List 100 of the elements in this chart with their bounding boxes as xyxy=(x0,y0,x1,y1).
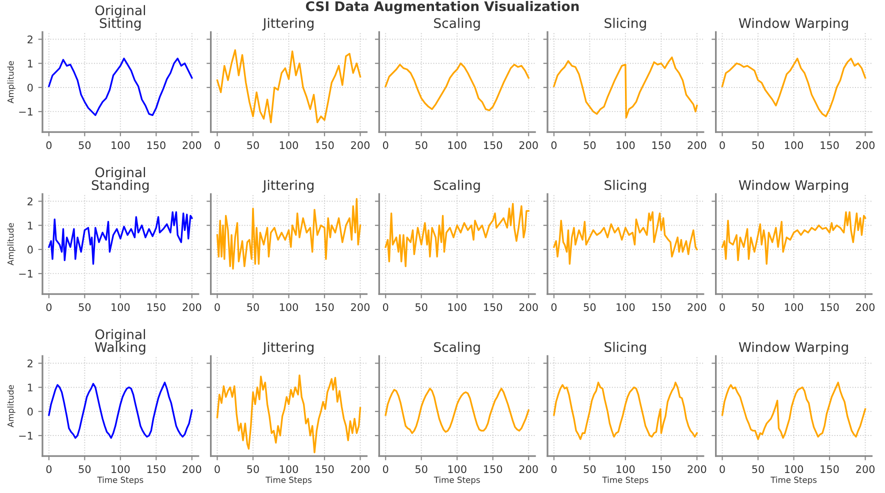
chart-title: Jittering xyxy=(262,180,314,193)
y-tick-label: 1 xyxy=(28,60,32,68)
chart-title: Scaling xyxy=(434,18,480,31)
x-tick-label: 200 xyxy=(519,141,538,150)
x-tick-label: 150 xyxy=(147,465,166,474)
chart-title: Slicing xyxy=(604,180,646,193)
y-tick-label: −1 xyxy=(19,108,32,116)
x-tick-label: 200 xyxy=(182,303,202,312)
x-tick-label: 0 xyxy=(214,141,220,150)
chart-title: Window Warping xyxy=(738,180,848,193)
chart-title: Original Walking xyxy=(94,329,146,355)
x-tick-label: 150 xyxy=(820,141,839,150)
x-tick-label: 50 xyxy=(584,303,596,312)
x-tick-label: 0 xyxy=(382,303,388,312)
y-tick-label: 0 xyxy=(28,408,33,416)
x-tick-label: 200 xyxy=(688,303,706,312)
x-tick-label: 0 xyxy=(382,465,388,474)
x-tick-label: 200 xyxy=(856,303,875,312)
line-series xyxy=(48,58,193,116)
x-tick-label: 100 xyxy=(616,303,635,312)
x-tick-label: 0 xyxy=(551,141,557,150)
chart-title: Original Standing xyxy=(92,167,149,193)
chart-title: Slicing xyxy=(604,18,646,31)
x-tick-label: 100 xyxy=(448,465,466,474)
x-tick-label: 50 xyxy=(78,465,91,474)
x-tick-label: 200 xyxy=(688,141,706,150)
chart-title: Original Sitting xyxy=(95,5,145,31)
y-axis-title: Amplitude xyxy=(7,61,16,104)
x-tick-label: 150 xyxy=(316,303,334,312)
x-tick-label: 50 xyxy=(752,465,764,474)
x-axis-title: Time Steps xyxy=(434,476,480,485)
x-tick-label: 150 xyxy=(652,465,670,474)
chart-title: Jittering xyxy=(262,18,314,31)
y-tick-label: −1 xyxy=(19,270,32,278)
x-tick-label: 50 xyxy=(752,303,764,312)
chart-title: Jittering xyxy=(262,342,314,355)
x-tick-label: 50 xyxy=(416,465,428,474)
x-tick-label: 200 xyxy=(519,465,538,474)
x-tick-label: 100 xyxy=(112,465,130,474)
x-tick-label: 100 xyxy=(280,303,298,312)
x-tick-label: 0 xyxy=(214,303,220,312)
x-tick-label: 200 xyxy=(351,465,370,474)
y-axis-title: Amplitude xyxy=(7,385,16,428)
x-tick-label: 0 xyxy=(551,303,557,312)
x-tick-label: 50 xyxy=(416,303,428,312)
x-tick-label: 200 xyxy=(182,465,202,474)
y-tick-label: 0 xyxy=(28,246,33,254)
x-axis-title: Time Steps xyxy=(602,476,648,485)
chart-title: Scaling xyxy=(434,180,480,193)
x-tick-label: 100 xyxy=(112,141,130,150)
y-tick-label: 2 xyxy=(28,197,32,206)
x-tick-label: 50 xyxy=(584,465,596,474)
x-tick-label: 100 xyxy=(616,465,635,474)
y-tick-label: −1 xyxy=(19,432,32,440)
chart-title: Slicing xyxy=(604,342,646,355)
x-tick-label: 0 xyxy=(720,141,725,150)
line-series xyxy=(48,382,193,439)
chart-title: Window Warping xyxy=(738,18,848,31)
x-tick-label: 150 xyxy=(147,141,166,150)
x-tick-label: 0 xyxy=(46,465,52,474)
x-tick-label: 0 xyxy=(46,141,52,150)
x-axis-title: Time Steps xyxy=(266,476,312,485)
x-axis-title: Time Steps xyxy=(770,476,817,485)
x-tick-label: 0 xyxy=(214,465,220,474)
line-series xyxy=(48,211,193,265)
x-tick-label: 50 xyxy=(247,465,259,474)
x-tick-label: 200 xyxy=(351,303,370,312)
x-tick-label: 50 xyxy=(752,141,764,150)
x-tick-label: 150 xyxy=(484,303,502,312)
x-tick-label: 0 xyxy=(382,141,388,150)
x-tick-label: 150 xyxy=(820,303,839,312)
x-tick-label: 200 xyxy=(519,303,538,312)
x-tick-label: 200 xyxy=(182,141,202,150)
x-tick-label: 150 xyxy=(316,465,334,474)
y-tick-label: 0 xyxy=(28,84,33,92)
x-tick-label: 0 xyxy=(46,303,52,312)
x-tick-label: 200 xyxy=(856,465,875,474)
x-tick-label: 100 xyxy=(448,141,466,150)
x-tick-label: 150 xyxy=(652,303,670,312)
x-tick-label: 50 xyxy=(78,303,91,312)
x-tick-label: 100 xyxy=(784,303,804,312)
x-tick-label: 0 xyxy=(720,303,725,312)
x-axis-title: Time Steps xyxy=(97,476,144,485)
x-tick-label: 150 xyxy=(484,141,502,150)
x-tick-label: 150 xyxy=(484,465,502,474)
x-tick-label: 50 xyxy=(247,303,259,312)
x-tick-label: 50 xyxy=(247,141,259,150)
y-tick-label: 1 xyxy=(28,222,32,230)
chart-title: Window Warping xyxy=(738,342,848,355)
x-tick-label: 50 xyxy=(416,141,428,150)
x-tick-label: 150 xyxy=(652,141,670,150)
x-tick-label: 100 xyxy=(448,303,466,312)
x-tick-label: 50 xyxy=(584,141,596,150)
y-tick-label: 2 xyxy=(28,36,32,44)
x-tick-label: 0 xyxy=(551,465,557,474)
x-tick-label: 0 xyxy=(720,465,725,474)
x-tick-label: 100 xyxy=(112,303,130,312)
x-tick-label: 100 xyxy=(280,141,298,150)
x-tick-label: 200 xyxy=(688,465,706,474)
y-tick-label: 2 xyxy=(28,359,32,368)
